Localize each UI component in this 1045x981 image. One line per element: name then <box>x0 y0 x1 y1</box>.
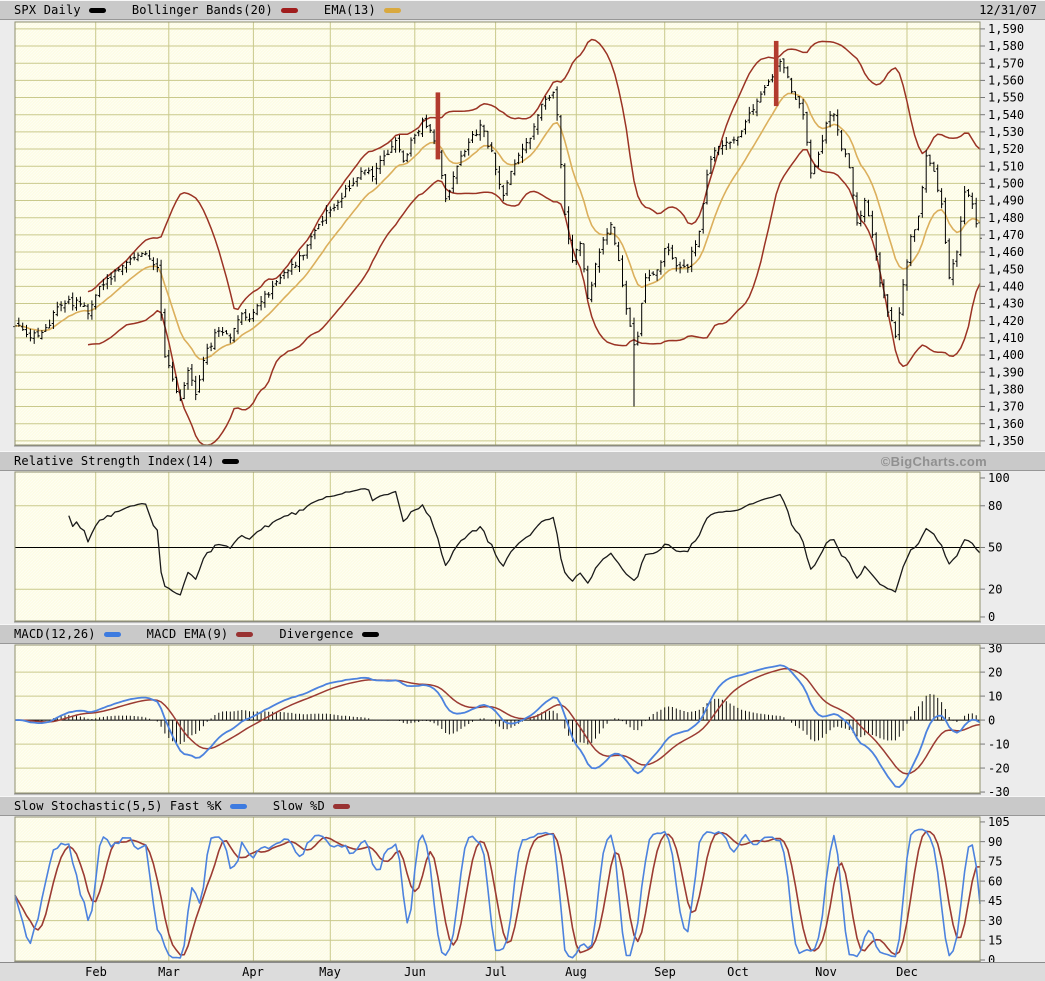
stochastic-fast-k-label: Slow Stochastic(5,5) Fast %K <box>14 799 222 813</box>
svg-text:1,520: 1,520 <box>988 142 1024 156</box>
macd-color-swatch <box>103 631 121 637</box>
svg-text:0: 0 <box>988 713 995 727</box>
svg-text:1,550: 1,550 <box>988 91 1024 105</box>
svg-text:1,570: 1,570 <box>988 56 1024 70</box>
month-label: Apr <box>242 965 264 979</box>
rsi-color-swatch <box>222 458 240 464</box>
svg-text:1,580: 1,580 <box>988 39 1024 53</box>
svg-text:30: 30 <box>988 641 1002 655</box>
as-of-date: 12/31/07 <box>979 3 1037 17</box>
svg-text:90: 90 <box>988 835 1002 849</box>
svg-text:60: 60 <box>988 874 1002 888</box>
legend-item-rsi: Relative Strength Index(14) <box>14 454 240 468</box>
legend-item-symbol: SPX Daily <box>14 3 106 17</box>
svg-text:1,500: 1,500 <box>988 177 1024 191</box>
price-color-swatch <box>88 7 106 13</box>
svg-text:1,430: 1,430 <box>988 297 1024 311</box>
bollinger-label: Bollinger Bands(20) <box>131 3 273 17</box>
macd-legend-bar: MACD(12,26) MACD EMA(9) Divergence <box>0 624 1045 644</box>
divergence-color-swatch <box>361 631 379 637</box>
bigcharts-watermark: ©BigCharts.com <box>880 453 987 469</box>
rsi-legend-bar: Relative Strength Index(14) ©BigCharts.c… <box>0 451 1045 471</box>
stochastic-legend-bar: Slow Stochastic(5,5) Fast %K Slow %D <box>0 796 1045 816</box>
svg-text:1,590: 1,590 <box>988 22 1024 36</box>
svg-text:20: 20 <box>988 665 1002 679</box>
macd-ema-label: MACD EMA(9) <box>146 627 229 641</box>
time-axis: Feb Mar Apr May Jun Jul Aug Sep Oct Nov Dec <box>0 962 1045 981</box>
month-label: Oct <box>727 965 749 979</box>
legend-item-stoch-k: Slow Stochastic(5,5) Fast %K <box>14 799 247 813</box>
svg-text:15: 15 <box>988 933 1002 947</box>
svg-text:105: 105 <box>988 815 1010 829</box>
macd-label: MACD(12,26) <box>14 627 96 641</box>
ema-label: EMA(13) <box>323 3 376 17</box>
ema-color-swatch <box>383 7 401 13</box>
month-label: Nov <box>815 965 837 979</box>
svg-text:1,420: 1,420 <box>988 314 1024 328</box>
month-label: Sep <box>654 965 676 979</box>
svg-text:1,450: 1,450 <box>988 262 1024 276</box>
svg-text:10: 10 <box>988 689 1002 703</box>
svg-text:1,480: 1,480 <box>988 211 1024 225</box>
divergence-label: Divergence <box>279 627 354 641</box>
svg-text:75: 75 <box>988 855 1002 869</box>
svg-text:1,490: 1,490 <box>988 194 1024 208</box>
bollinger-color-swatch <box>280 7 298 13</box>
svg-text:1,390: 1,390 <box>988 365 1024 379</box>
rsi-label: Relative Strength Index(14) <box>14 454 215 468</box>
stoch-d-color-swatch <box>332 803 350 809</box>
svg-text:45: 45 <box>988 894 1002 908</box>
legend-item-divergence: Divergence <box>279 627 379 641</box>
svg-text:80: 80 <box>988 499 1002 513</box>
svg-text:1,440: 1,440 <box>988 280 1024 294</box>
legend-item-stoch-d: Slow %D <box>273 799 350 813</box>
svg-text:1,410: 1,410 <box>988 331 1024 345</box>
legend-item-macd-ema: MACD EMA(9) <box>147 627 254 641</box>
svg-text:1,350: 1,350 <box>988 434 1024 448</box>
stochastic-slow-d-label: Slow %D <box>272 799 325 813</box>
svg-text:20: 20 <box>988 582 1002 596</box>
svg-text:1,380: 1,380 <box>988 383 1024 397</box>
svg-text:1,460: 1,460 <box>988 245 1024 259</box>
svg-text:1,540: 1,540 <box>988 108 1024 122</box>
svg-text:1,370: 1,370 <box>988 400 1024 414</box>
month-label: Mar <box>158 965 180 979</box>
month-label: Dec <box>896 965 918 979</box>
month-label: May <box>319 965 341 979</box>
month-label: Jul <box>485 965 507 979</box>
svg-text:50: 50 <box>988 541 1002 555</box>
svg-text:1,400: 1,400 <box>988 348 1024 362</box>
month-label: Feb <box>85 965 107 979</box>
svg-text:0: 0 <box>988 610 995 624</box>
month-label: Aug <box>565 965 587 979</box>
svg-text:30: 30 <box>988 914 1002 928</box>
svg-text:-30: -30 <box>988 785 1010 799</box>
stoch-k-color-swatch <box>229 803 247 809</box>
price-legend-bar: SPX Daily Bollinger Bands(20) EMA(13) 12… <box>0 0 1045 20</box>
legend-item-macd: MACD(12,26) <box>14 627 121 641</box>
legend-item-ema: EMA(13) <box>324 3 401 17</box>
svg-text:1,560: 1,560 <box>988 74 1024 88</box>
svg-text:1,360: 1,360 <box>988 417 1024 431</box>
svg-text:100: 100 <box>988 471 1010 485</box>
month-label: Jun <box>404 965 426 979</box>
svg-text:-20: -20 <box>988 761 1010 775</box>
symbol-timeframe-label: SPX Daily <box>14 3 81 17</box>
macd-ema-color-swatch <box>236 631 254 637</box>
svg-text:1,470: 1,470 <box>988 228 1024 242</box>
svg-text:0: 0 <box>988 953 995 967</box>
svg-text:1,510: 1,510 <box>988 159 1024 173</box>
svg-text:1,530: 1,530 <box>988 125 1024 139</box>
svg-text:-10: -10 <box>988 737 1010 751</box>
legend-item-bollinger: Bollinger Bands(20) <box>132 3 298 17</box>
